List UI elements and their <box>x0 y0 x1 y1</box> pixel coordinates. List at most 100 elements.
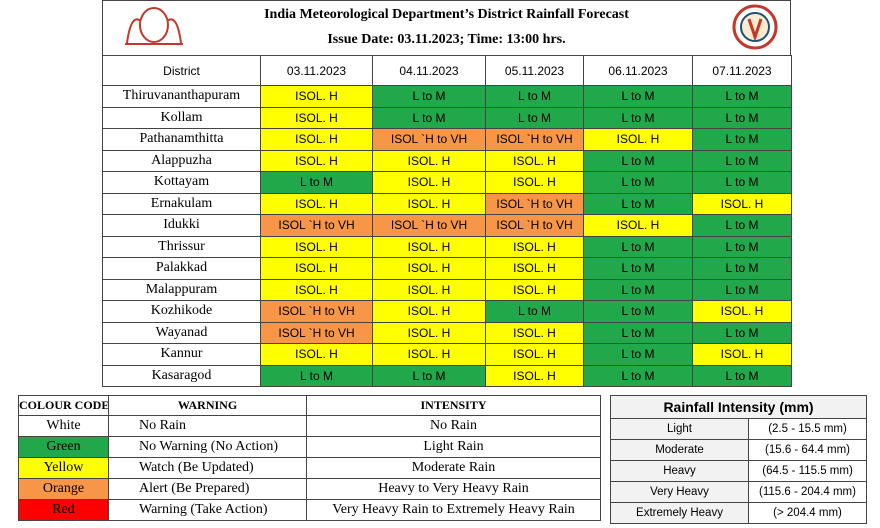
forecast-cell: L to M <box>692 364 792 387</box>
legend-row: White No Rain No Rain <box>18 415 601 437</box>
forecast-cell: ISOL. H <box>485 171 584 194</box>
forecast-row: Pathanamthitta ISOL. H ISOL `H to VH ISOL `… <box>102 128 792 151</box>
forecast-cell: ISOL. H <box>692 300 792 323</box>
forecast-cell: L to M <box>583 321 693 344</box>
colour-code: Yellow <box>18 457 109 479</box>
forecast-cell: ISOL `H to VH <box>260 321 373 344</box>
forecast-cell: ISOL. H <box>485 364 584 387</box>
forecast-cell: ISOL. H <box>485 321 584 344</box>
forecast-cell: ISOL `H to VH <box>485 192 584 215</box>
legend-row: Red Warning (Take Action) Very Heavy Rain … <box>18 499 601 521</box>
forecast-cell: L to M <box>485 300 584 323</box>
forecast-cell: L to M <box>583 192 693 215</box>
intensity-range: (> 204.4 mm) <box>747 502 868 524</box>
forecast-cell: ISOL. H <box>372 321 486 344</box>
forecast-cell: ISOL. H <box>372 149 486 172</box>
forecast-cell: L to M <box>692 85 792 108</box>
district: Thrissur <box>102 235 261 258</box>
forecast-cell: ISOL. H <box>485 257 584 280</box>
forecast-cell: L to M <box>583 300 693 323</box>
forecast-cell: L to M <box>583 171 693 194</box>
forecast-cell: ISOL. H <box>372 278 486 301</box>
forecast-cell: ISOL. H <box>485 343 584 366</box>
forecast-cell: L to M <box>583 364 693 387</box>
intensity-range: (115.6 - 204.4 mm) <box>747 481 868 503</box>
forecast-cell: ISOL. H <box>260 235 373 258</box>
district: Kozhikode <box>102 300 261 323</box>
forecast-cell: ISOL. H <box>260 128 373 151</box>
intensity-label: Extremely Heavy <box>610 502 749 524</box>
forecast-cell: ISOL. H <box>372 257 486 280</box>
intensity-range: (15.6 - 64.4 mm) <box>747 439 868 461</box>
forecast-cell: ISOL. H <box>260 149 373 172</box>
forecast-cell: L to M <box>692 106 792 129</box>
intensity-label: Very Heavy <box>610 481 749 503</box>
forecast-cell: L to M <box>372 85 486 108</box>
forecast-cell: ISOL `H to VH <box>485 128 584 151</box>
district: Thiruvananthapuram <box>102 85 261 108</box>
intensity-row: Heavy (64.5 - 115.5 mm) <box>610 460 868 482</box>
forecast-cell: L to M <box>583 278 693 301</box>
forecast-cell: ISOL. H <box>372 171 486 194</box>
legend-row: Green No Warning (No Action) Light Rain <box>18 436 601 458</box>
forecast-table: District 03.11.2023 04.11.2023 05.11.2023 06… <box>102 55 792 387</box>
legend-row: Yellow Watch (Be Updated) Moderate Rain <box>18 457 601 479</box>
intensity-table: Rainfall Intensity (mm) Light (2.5 - 15.5… <box>609 395 868 524</box>
colour-code: Red <box>18 499 109 521</box>
intensity-row: Light (2.5 - 15.5 mm) <box>610 418 868 440</box>
district: Kollam <box>102 106 261 129</box>
district: Palakkad <box>102 257 261 280</box>
forecast-cell: L to M <box>583 149 693 172</box>
intensity: Light Rain <box>306 436 601 458</box>
column-header: 05.11.2023 <box>485 55 584 86</box>
legend-row: Orange Alert (Be Prepared) Heavy to Very H… <box>18 478 601 500</box>
forecast-cell: ISOL. H <box>692 192 792 215</box>
forecast-cell: ISOL `H to VH <box>372 214 486 237</box>
district: Idukki <box>102 214 261 237</box>
district: Kasaragod <box>102 364 261 387</box>
forecast-cell: ISOL `H to VH <box>485 214 584 237</box>
imd-logo <box>732 4 778 50</box>
intensity-title: Rainfall Intensity (mm) <box>609 395 868 419</box>
column-header: 03.11.2023 <box>260 55 373 86</box>
forecast-cell: L to M <box>583 343 693 366</box>
forecast-cell: ISOL. H <box>485 278 584 301</box>
intensity-label: Light <box>610 418 749 440</box>
forecast-cell: L to M <box>692 235 792 258</box>
intensity: No Rain <box>306 415 601 437</box>
district: Ernakulam <box>102 192 261 215</box>
forecast-cell: ISOL. H <box>260 85 373 108</box>
district: Wayanad <box>102 321 261 344</box>
forecast-row: Idukki ISOL `H to VH ISOL `H to VH ISOL `H … <box>102 214 792 237</box>
district: Alappuzha <box>102 149 261 172</box>
forecast-cell: ISOL `H to VH <box>260 214 373 237</box>
intensity: Moderate Rain <box>306 457 601 479</box>
colour-code: White <box>18 415 109 437</box>
forecast-cell: ISOL. H <box>372 192 486 215</box>
legend-header: COLOUR CODE <box>18 395 109 416</box>
intensity-row: Moderate (15.6 - 64.4 mm) <box>610 439 868 461</box>
forecast-cell: L to M <box>485 85 584 108</box>
intensity-row: Very Heavy (115.6 - 204.4 mm) <box>610 481 868 503</box>
forecast-cell: ISOL. H <box>372 235 486 258</box>
header: India Meteorological Department’s Distri… <box>102 0 791 55</box>
forecast-cell: ISOL. H <box>372 343 486 366</box>
warning: Watch (Be Updated) <box>108 457 307 479</box>
forecast-cell: ISOL. H <box>485 149 584 172</box>
warning: Warning (Take Action) <box>108 499 307 521</box>
forecast-cell: ISOL. H <box>260 106 373 129</box>
forecast-cell: L to M <box>692 278 792 301</box>
forecast-cell: L to M <box>583 235 693 258</box>
forecast-cell: L to M <box>692 214 792 237</box>
colour-code: Orange <box>18 478 109 500</box>
forecast-cell: L to M <box>260 364 373 387</box>
column-header: 07.11.2023 <box>692 55 792 86</box>
intensity: Heavy to Very Heavy Rain <box>306 478 601 500</box>
forecast-cell: ISOL. H <box>260 278 373 301</box>
